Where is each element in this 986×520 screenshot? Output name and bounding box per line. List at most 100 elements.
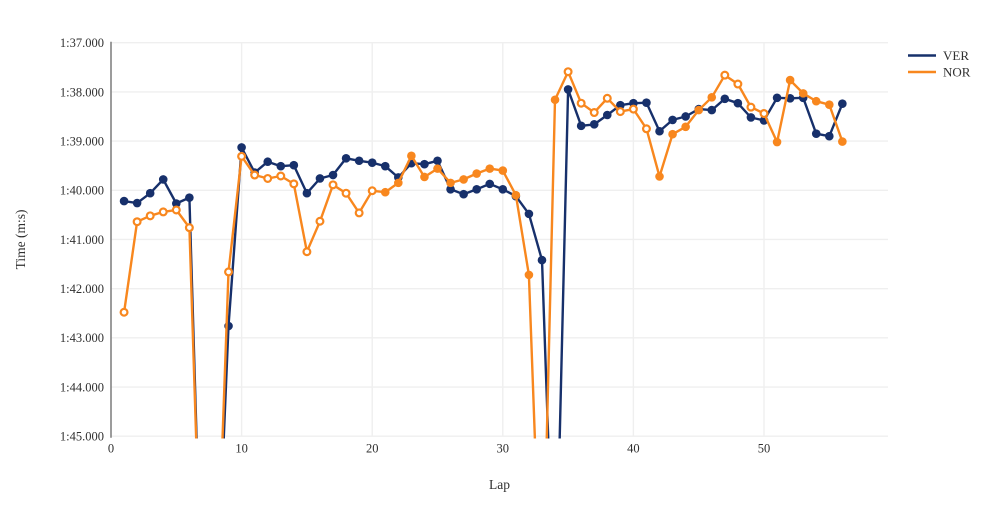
nor-marker-open xyxy=(720,70,730,80)
ver-marker xyxy=(145,188,155,198)
legend-item-ver[interactable]: VER xyxy=(908,48,969,63)
nor-series xyxy=(119,67,847,439)
ver-marker xyxy=(367,158,377,168)
nor-marker-open xyxy=(171,205,181,215)
nor-marker-open xyxy=(746,102,756,112)
y-tick-label: 1:41.000 xyxy=(60,233,104,247)
ver-marker xyxy=(420,159,429,169)
nor-marker xyxy=(446,178,455,188)
nor-marker xyxy=(459,175,468,184)
nor-marker-open xyxy=(563,67,573,77)
nor-marker xyxy=(825,100,834,109)
ver-marker xyxy=(524,209,534,219)
legend-label-nor: NOR xyxy=(943,65,971,80)
nor-marker-open xyxy=(302,247,312,257)
nor-marker xyxy=(420,172,429,182)
nor-marker-open xyxy=(250,170,260,180)
ver-marker xyxy=(655,126,664,136)
ver-marker xyxy=(263,157,273,167)
ver-marker xyxy=(602,110,612,120)
nor-marker xyxy=(472,169,481,178)
nor-marker-open xyxy=(315,216,325,226)
nor-marker-open xyxy=(158,207,168,217)
nor-marker-open xyxy=(328,180,338,190)
nor-marker-open xyxy=(224,267,234,277)
x-tick-label: 40 xyxy=(627,442,640,456)
nor-marker-open xyxy=(759,109,769,119)
y-tick-label: 1:37.000 xyxy=(60,36,104,50)
nor-marker-open xyxy=(289,179,299,189)
ver-marker xyxy=(616,100,625,110)
nor-marker-open xyxy=(341,188,351,198)
nor-marker xyxy=(772,137,782,147)
x-tick-label: 0 xyxy=(108,442,114,456)
nor-marker-open xyxy=(641,124,651,134)
ver-marker xyxy=(772,93,782,103)
nor-marker xyxy=(394,178,403,188)
y-tick-label: 1:38.000 xyxy=(60,85,104,99)
ver-marker xyxy=(237,143,246,152)
y-tick-label: 1:40.000 xyxy=(60,184,104,198)
nor-marker xyxy=(811,96,821,106)
ver-marker xyxy=(132,198,142,208)
ver-marker xyxy=(537,255,547,265)
ver-marker xyxy=(472,184,481,194)
ver-line xyxy=(122,88,844,439)
ver-marker xyxy=(498,184,508,194)
ver-marker xyxy=(315,174,325,183)
legend-item-nor[interactable]: NOR xyxy=(908,65,971,80)
nor-marker-open xyxy=(733,79,743,89)
ver-marker xyxy=(733,98,743,108)
nor-marker-open xyxy=(184,223,194,233)
nor-marker xyxy=(407,151,416,161)
nor-marker-open xyxy=(354,208,364,218)
nor-marker xyxy=(511,190,521,200)
nor-marker xyxy=(433,164,442,173)
ver-marker xyxy=(172,199,181,208)
tick-labels: 1:37.000 1:38.000 1:39.000 1:40.000 1:41.000… xyxy=(60,36,770,456)
ver-marker xyxy=(459,189,468,199)
nor-marker-open xyxy=(119,307,129,317)
x-tick-label: 20 xyxy=(366,442,379,456)
nor-marker xyxy=(550,95,560,105)
ver-marker xyxy=(289,160,299,170)
ver-series xyxy=(119,85,847,439)
y-axis-title: Time (m:s) xyxy=(13,210,28,270)
x-tick-label: 10 xyxy=(235,442,248,456)
x-tick-label: 30 xyxy=(497,442,510,456)
ver-marker xyxy=(563,85,573,94)
ver-marker xyxy=(433,156,442,166)
nor-marker-open xyxy=(576,98,586,108)
ver-marker xyxy=(302,188,312,198)
nor-marker-open xyxy=(602,93,612,103)
nor-marker xyxy=(524,270,534,280)
nor-marker-open xyxy=(263,173,273,183)
ver-marker xyxy=(328,170,338,180)
nor-marker xyxy=(668,129,677,139)
nor-marker-open xyxy=(367,186,377,196)
ver-marker xyxy=(825,131,834,141)
nor-marker xyxy=(838,137,847,146)
nor-marker-open xyxy=(132,217,142,227)
ver-marker xyxy=(576,121,586,131)
ver-marker xyxy=(485,179,495,189)
nor-marker xyxy=(485,164,495,173)
y-tick-label: 1:42.000 xyxy=(60,282,104,296)
ver-marker xyxy=(838,99,847,108)
legend-label-ver: VER xyxy=(943,48,969,63)
y-tick-label: 1:45.000 xyxy=(60,430,104,444)
ver-marker xyxy=(276,161,286,171)
ver-marker xyxy=(446,184,455,194)
x-tick-label: 50 xyxy=(758,442,771,456)
nor-marker xyxy=(798,89,808,98)
nor-marker xyxy=(694,105,703,115)
ver-marker xyxy=(811,129,821,138)
ver-marker xyxy=(746,113,756,122)
nor-marker xyxy=(655,172,664,181)
ver-marker xyxy=(642,98,651,108)
ver-marker xyxy=(589,120,599,129)
legend: VER NOR xyxy=(908,48,971,80)
y-tick-label: 1:43.000 xyxy=(60,331,104,345)
ver-marker xyxy=(354,156,364,166)
